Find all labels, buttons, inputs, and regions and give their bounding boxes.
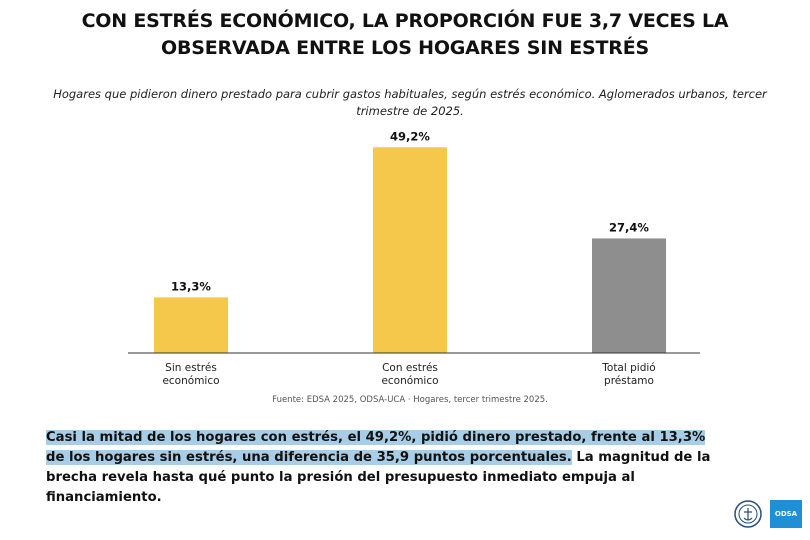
body-paragraph: Casi la mitad de los hogares con estrés,… — [46, 428, 726, 508]
body-rest-text: La magnitud de la brecha revela hasta qu… — [46, 450, 711, 505]
category-label: préstamo — [604, 375, 654, 387]
chart-title: CON ESTRÉS ECONÓMICO, LA PROPORCIÓN FUE … — [81, 10, 729, 59]
source-note: Fuente: EDSA 2025, ODSA-UCA · Hogares, t… — [272, 395, 548, 405]
bar-value-label: 49,2% — [390, 129, 430, 143]
uca-seal-icon — [734, 500, 762, 528]
bar — [592, 238, 666, 353]
odsa-logo-label: ODSA — [774, 510, 798, 518]
bar — [154, 297, 228, 353]
odsa-logo: ODSA — [770, 500, 802, 528]
category-label: económico — [162, 375, 219, 387]
bar-value-label: 13,3% — [171, 279, 211, 293]
bar-value-label: 27,4% — [609, 220, 649, 234]
category-label: Con estrés — [382, 362, 438, 374]
chart-subtitle: Hogares que pidieron dinero prestado par… — [53, 87, 767, 118]
category-label: Total pidió — [601, 362, 655, 374]
category-label: Sin estrés — [165, 362, 217, 374]
category-label: económico — [381, 375, 438, 387]
bar — [373, 147, 447, 353]
